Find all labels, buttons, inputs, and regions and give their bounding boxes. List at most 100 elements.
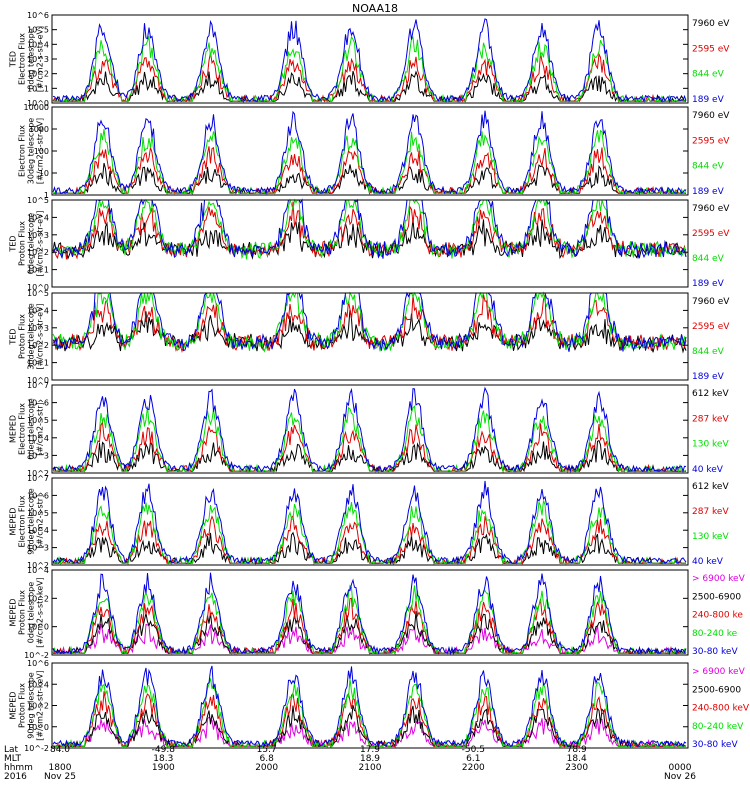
y-tick-label: 10^2 (27, 341, 49, 350)
trace-3-4 (52, 198, 687, 260)
y-tick-label: 10^5 (27, 289, 49, 298)
footer-tick-hhmm: 2200 (462, 763, 485, 773)
y-tick-label: 10^3 (27, 451, 49, 460)
y-tick-label: 10^0 (27, 283, 49, 292)
legend-entry: 189 eV (692, 187, 725, 197)
trace-2-3 (52, 129, 687, 196)
y-tick-label: 10^3 (27, 55, 49, 64)
panel-frame (51, 569, 689, 656)
y-axis-title-line: TED (9, 235, 18, 252)
y-tick-label: 10^6 (27, 11, 49, 20)
y-axis-title-line: TED (9, 51, 18, 68)
footer-tick-lat: -50.5 (462, 745, 485, 755)
y-tick-label: 1000 (29, 125, 49, 134)
footer-tick-hhmm: 0000 (669, 763, 692, 773)
legend-entry: 2595 eV (692, 229, 730, 239)
y-tick-label: 10^4 (27, 40, 49, 49)
trace-7-5 (52, 572, 687, 656)
panel-frame (51, 477, 689, 566)
footer-tick-hhmm: 2100 (359, 763, 382, 773)
panel-8: 10^6 10^4 10^2 10^0 10^-2 MEPED Proton Flux 90d… (9, 659, 750, 753)
y-axis-title-line: Proton Flux (18, 683, 27, 728)
y-axis-title-line: TED (9, 328, 18, 345)
legend-entry: 287 keV (692, 414, 729, 424)
footer-tick-mlt: 6.8 (260, 754, 275, 764)
y-tick-label: 10^2 (27, 469, 49, 478)
trace-5-2 (52, 420, 686, 473)
legend-entry: 844 eV (692, 162, 725, 172)
y-axis-title-line: [#/cm2-s-str] (36, 495, 45, 548)
y-axis-title-line: [#/cm2-s-str-eV] (36, 303, 45, 369)
legend-entry: > 6900 keV (692, 667, 746, 677)
footer-row-label: MLT (4, 754, 22, 764)
y-tick-label: 10^3 (27, 544, 49, 553)
legend-entry: 2595 eV (692, 44, 730, 54)
trace-1-4 (52, 18, 687, 103)
panel-6: 10^7 10^6 10^5 10^4 10^3 10^2 MEPED Electron Fl… (9, 474, 730, 570)
y-tick-label: 10^2 (27, 594, 49, 603)
footer-tick-hhmm: 2300 (565, 763, 588, 773)
legend-entry: 2595 eV (692, 136, 730, 146)
y-axis-title-line: 90deg telescope (27, 672, 36, 739)
y-tick-label: 10^0 (27, 376, 49, 385)
y-tick-label: 10^3 (27, 324, 49, 333)
y-axis-title-line: [#/cm2-s-str] (36, 402, 45, 455)
y-tick-label: 100 (34, 147, 49, 156)
legend-entry: 844 eV (692, 254, 725, 264)
trace-3-1 (52, 219, 687, 261)
legend-entry: 240-800 keV (692, 704, 750, 714)
y-tick-label: 10^1 (27, 359, 49, 368)
y-axis-title-line: Electron Flux (18, 125, 27, 177)
panels: 10^6 10^5 10^4 10^3 10^2 10^1 10^0 TED Electron … (9, 11, 750, 753)
y-tick-label: 10^2 (27, 248, 49, 257)
panel-1: 10^6 10^5 10^4 10^3 10^2 10^1 10^0 TED Electron … (9, 11, 731, 108)
legend-entry: 7960 eV (692, 111, 730, 121)
y-axis-title-line: 30deg telescope (27, 118, 36, 185)
y-axis-title-line: 0deg telescope (27, 213, 36, 274)
footer-tick-date: Nov 25 (44, 772, 76, 782)
y-axis-title-line: MEPED (9, 415, 18, 443)
footer-tick-lat: 15.7 (257, 745, 277, 755)
y-axis-title-line: Electron Flux (18, 495, 27, 547)
y-tick-label: 10^7 (27, 381, 49, 390)
trace-4-4 (52, 291, 687, 353)
y-tick-label: 10^6 (27, 659, 49, 668)
legend-entry: 240-800 ke (692, 611, 743, 621)
trace-4-3 (52, 291, 687, 353)
panel-5: 10^7 10^6 10^5 10^4 10^3 10^2 MEPED Electron Fl… (9, 381, 730, 478)
panel-2: 10000 1000 100 10 1 Electron Flux 30deg telesc… (18, 103, 731, 200)
legend-entry: > 6900 keV (692, 574, 746, 584)
legend-entry: 40 keV (692, 557, 724, 567)
y-tick-label: 10^5 (27, 26, 49, 35)
footer-tick-lat: 78.9 (567, 745, 587, 755)
trace-7-4 (52, 584, 687, 656)
y-tick-label: 10^5 (27, 416, 49, 425)
y-tick-label: 10^5 (27, 509, 49, 518)
y-tick-label: 10000 (24, 103, 49, 112)
trace-6-1 (52, 531, 686, 566)
y-axis-title-line: [#/cm2-s-str-eV] (36, 26, 45, 92)
footer-tick-mlt: 18.3 (153, 754, 173, 764)
legend-entry: 40 keV (692, 465, 724, 475)
legend-entry: 2500-6900 (692, 592, 741, 602)
legend-entry: 2500-6900 (692, 685, 741, 695)
y-tick-label: 10^3 (27, 231, 49, 240)
panel-frame (51, 292, 689, 381)
legend-entry: 30-80 keV (692, 647, 738, 657)
y-axis-title-line: 0deg telescope (27, 28, 36, 89)
trace-4-1 (52, 309, 687, 354)
y-axis-title-line: MEPED (9, 692, 18, 720)
y-axis-title-line: MEPED (9, 599, 18, 627)
footer-tick-lat: 84.0 (50, 745, 70, 755)
panel-7: 10^4 10^2 10^0 10^-2 MEPED Proton Flux 0deg te… (9, 566, 746, 660)
trace-8-5 (52, 665, 687, 749)
legend-entry: 189 eV (692, 95, 725, 105)
panel-frame (51, 384, 689, 474)
legend-entry: 189 eV (692, 372, 725, 382)
footer-tick-hhmm: 1800 (49, 763, 72, 773)
legend-entry: 30-80 keV (692, 740, 738, 750)
footer-tick-mlt: 6.1 (466, 754, 480, 764)
legend-entry: 2595 eV (692, 322, 730, 332)
y-axis-title-line: [#/cm2-s-str-keV] (36, 577, 45, 648)
